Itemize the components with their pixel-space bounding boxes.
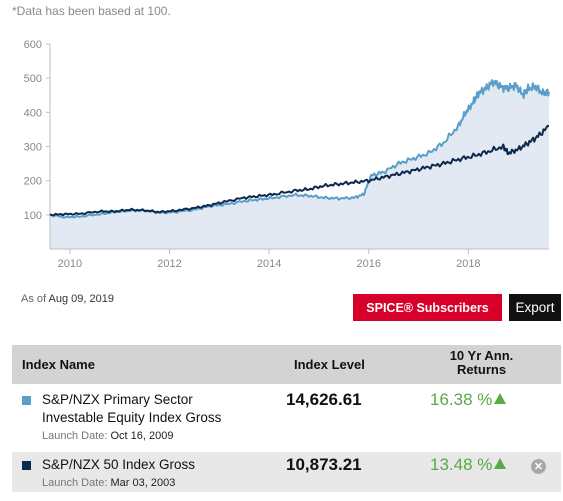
data-note: *Data has been based at 100. — [12, 4, 171, 18]
export-button[interactable]: Export — [509, 294, 561, 321]
y-tick-label: 500 — [24, 73, 42, 85]
index-level: 10,873.21 — [286, 455, 362, 474]
launch-value: Mar 03, 2003 — [110, 477, 176, 489]
index-name-line1: S&P/NZX Primary Sector — [42, 392, 193, 407]
series-line-1 — [49, 124, 550, 217]
as-of-value: Aug 09, 2019 — [48, 293, 114, 305]
launch-value: Oct 16, 2009 — [110, 430, 174, 442]
series-swatch — [22, 461, 31, 470]
chart-area-fill — [50, 81, 549, 249]
x-tick-label: 2012 — [157, 258, 181, 270]
as-of-date: As of Aug 09, 2019 — [21, 293, 114, 305]
y-tick-label: 200 — [24, 176, 42, 188]
launch-label: Launch Date: — [42, 430, 108, 442]
x-tick-label: 2014 — [257, 258, 281, 270]
index-name-line2: Investable Equity Index Gross — [42, 410, 222, 425]
returns-value: 13.48 % — [430, 455, 493, 474]
y-tick-label: 400 — [24, 107, 42, 119]
remove-index-icon[interactable]: ✕ — [531, 459, 546, 474]
table-header: Index Name Index Level 10 Yr Ann. Return… — [12, 345, 561, 384]
y-tick-label: 100 — [24, 210, 42, 222]
annual-returns: 13.48 % — [430, 455, 507, 475]
index-name[interactable]: S&P/NZX Primary Sector Investable Equity… — [42, 391, 221, 427]
y-tick-label: 600 — [24, 39, 42, 51]
index-name[interactable]: S&P/NZX 50 Index Gross — [42, 457, 196, 472]
table-row[interactable]: S&P/NZX 50 Index Gross Launch Date: Mar … — [12, 452, 561, 492]
x-tick-label: 2016 — [356, 258, 380, 270]
x-tick-label: 2010 — [58, 258, 82, 270]
up-arrow-icon — [494, 458, 507, 469]
performance-chart: 100 200 300 400 500 600 2010 2012 2014 2016 2018 — [24, 39, 550, 270]
launch-date: Launch Date: Oct 16, 2009 — [42, 430, 174, 442]
launch-date: Launch Date: Mar 03, 2003 — [42, 477, 175, 489]
spice-subscribers-button[interactable]: SPICE® Subscribers — [353, 294, 502, 321]
header-index-level: Index Level — [294, 357, 365, 372]
index-level: 14,626.61 — [286, 390, 362, 409]
x-tick-label: 2018 — [456, 258, 480, 270]
table-row[interactable]: S&P/NZX Primary Sector Investable Equity… — [12, 386, 561, 449]
series-swatch — [22, 396, 31, 405]
returns-value: 16.38 % — [430, 390, 493, 409]
annual-returns: 16.38 % — [430, 390, 507, 410]
header-returns: 10 Yr Ann. Returns — [449, 348, 514, 377]
up-arrow-icon — [494, 393, 507, 404]
header-index-name: Index Name — [22, 357, 95, 372]
launch-label: Launch Date: — [42, 477, 108, 489]
as-of-label: As of — [21, 293, 47, 305]
y-tick-label: 300 — [24, 142, 42, 154]
